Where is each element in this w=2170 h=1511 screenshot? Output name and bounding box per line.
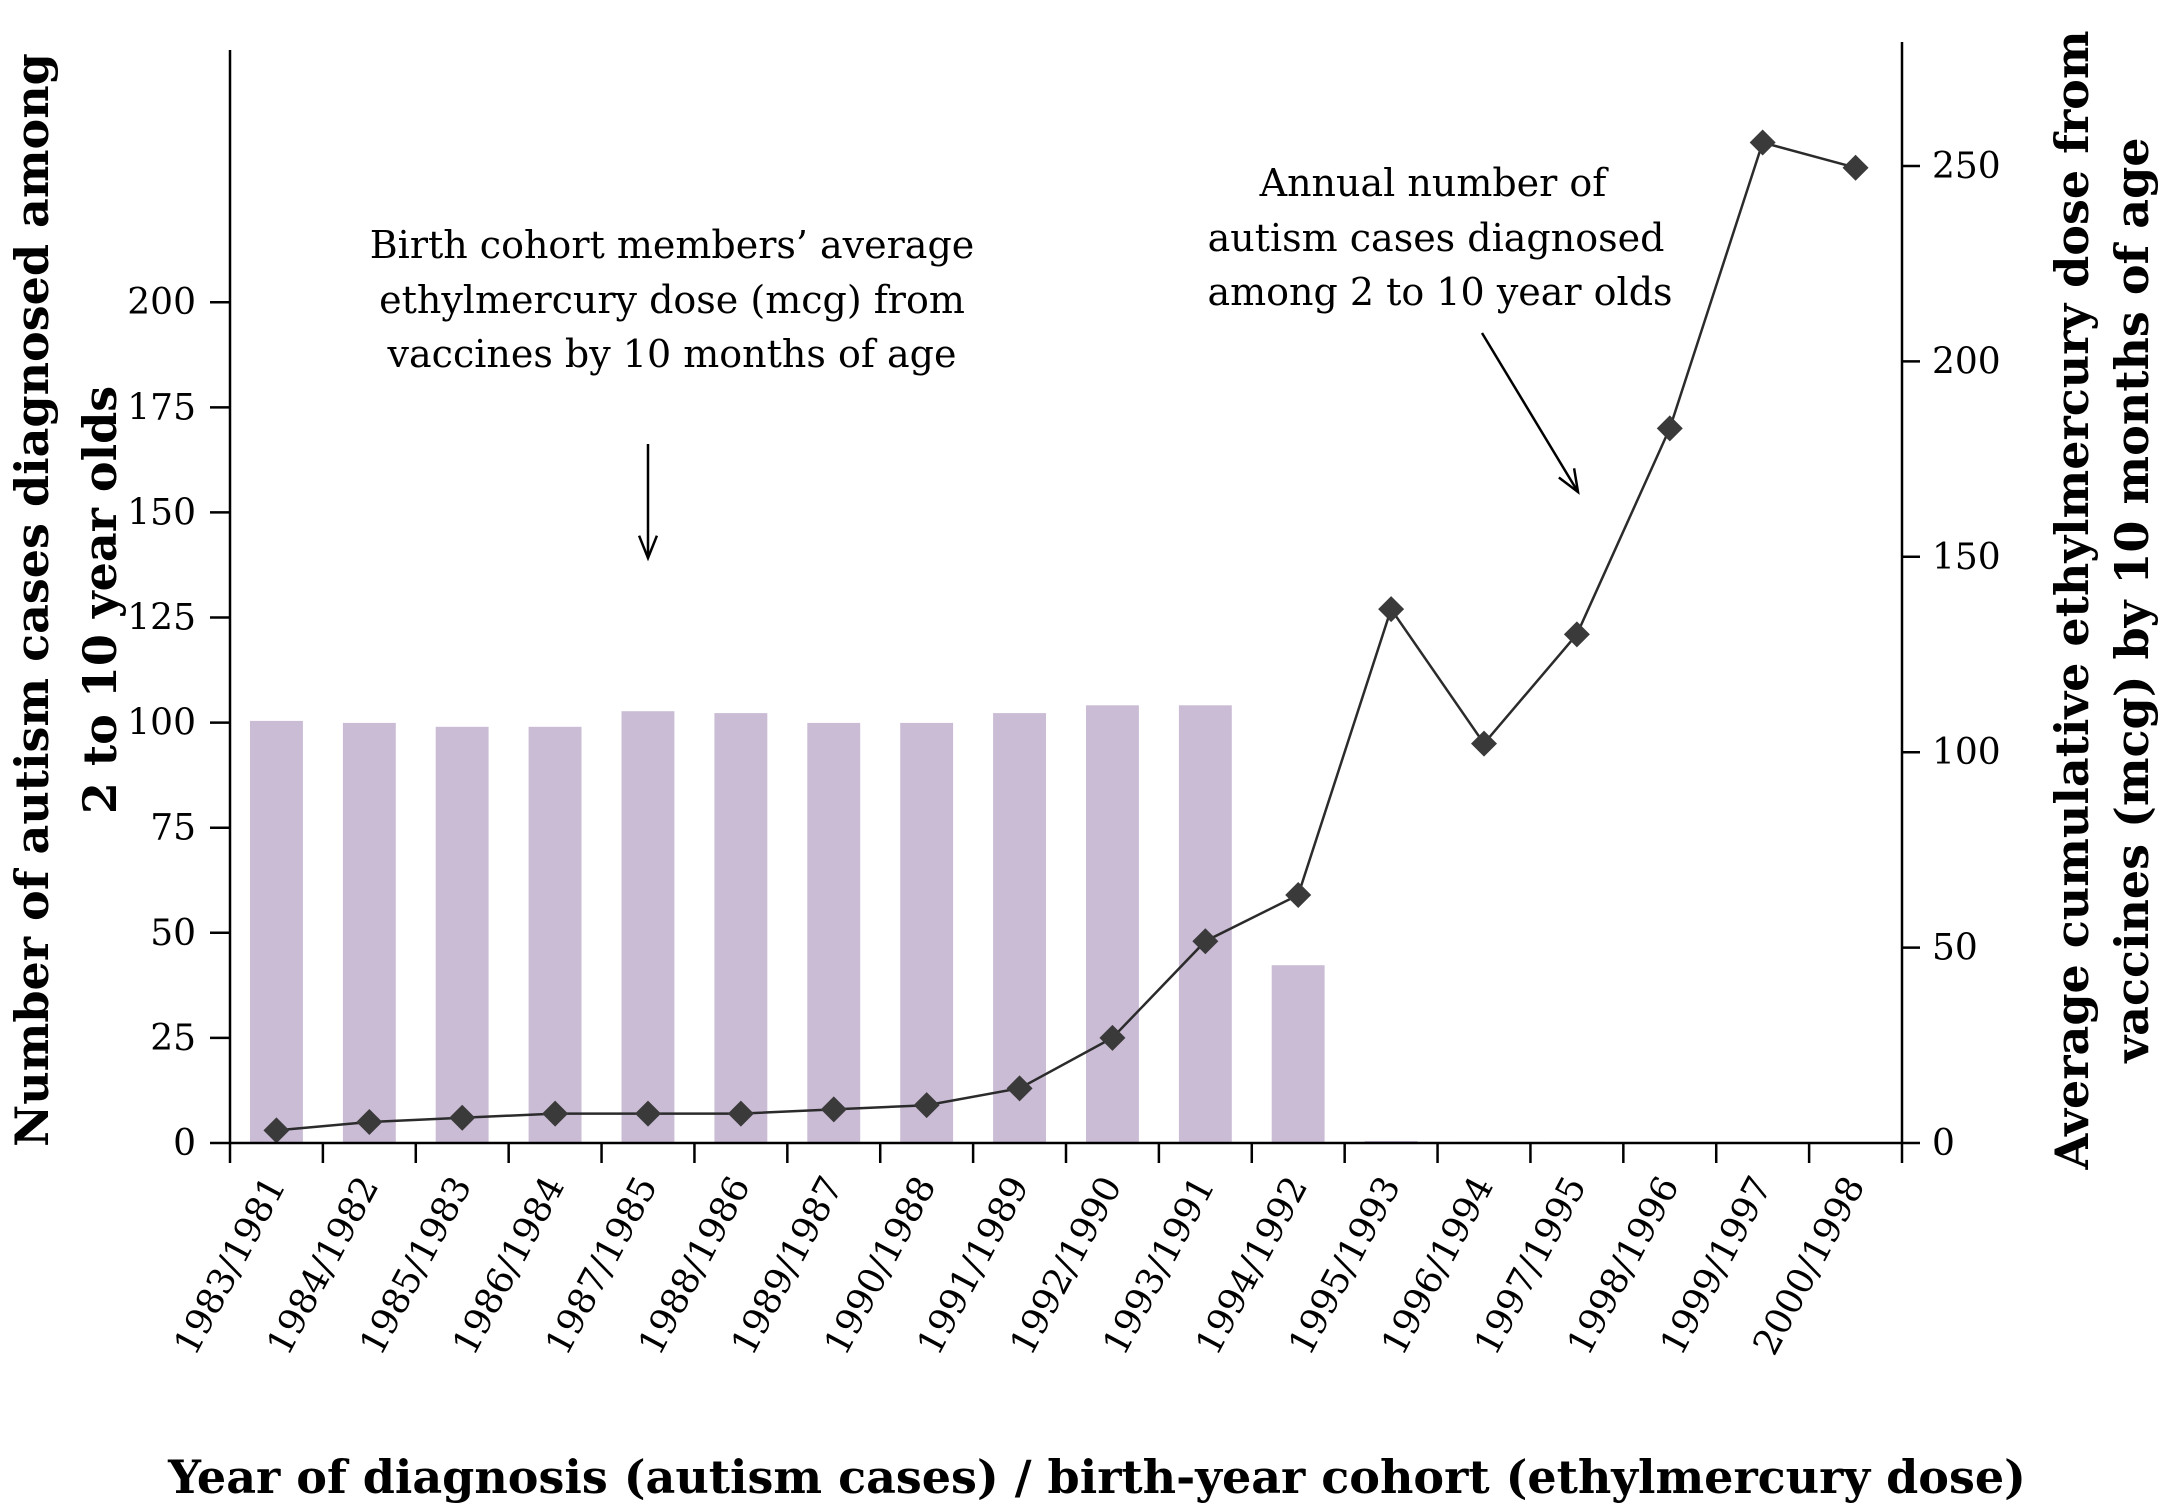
bar-1986-1984 <box>528 726 582 1143</box>
bar-series <box>250 705 1882 1143</box>
left-tick-label-50: 50 <box>150 913 196 954</box>
bar-1993-1991 <box>1178 705 1232 1143</box>
line-series <box>263 129 1869 1144</box>
cases-point-1986-1984 <box>542 1100 569 1127</box>
cases-point-1984-1982 <box>356 1108 383 1135</box>
cases-annotation-line-2: autism cases diagnosed <box>1208 216 1665 260</box>
cases-point-1985-1983 <box>449 1104 476 1131</box>
cases-annotation-line-1: Annual number of <box>1259 161 1610 205</box>
cases-point-1989-1987 <box>820 1096 847 1123</box>
cases-annotation-arrow <box>1480 332 1580 495</box>
cases-line <box>276 140 1856 1132</box>
right-tick-label-150: 150 <box>1932 537 2001 578</box>
cases-point-1987-1985 <box>635 1100 661 1127</box>
dose-annotation-line-3: vaccines by 10 months of age <box>387 332 957 376</box>
dose-annotation-arrow <box>637 444 659 562</box>
cases-point-2000-1998 <box>1842 154 1869 181</box>
cases-point-1993-1991 <box>1192 928 1219 955</box>
cases-annotation-line-3: among 2 to 10 year olds <box>1207 270 1672 314</box>
right-tick-label-100: 100 <box>1932 732 2001 773</box>
cases-annotation-arrow-shaft <box>1480 332 1580 493</box>
left-tick-label-75: 75 <box>150 808 196 849</box>
left-tick-label-125: 125 <box>127 598 196 639</box>
bar-1992-1990 <box>1086 705 1139 1143</box>
cases-point-1995-1993 <box>1378 596 1405 623</box>
bar-1991-1989 <box>993 713 1046 1143</box>
x-axis-title: Year of diagnosis (autism cases) / birth… <box>167 1450 2026 1504</box>
right-tick-label-50: 50 <box>1932 928 1978 969</box>
left-axis-title-line-1: Number of autism cases diagnosed among <box>5 53 59 1147</box>
cases-point-1999-1997 <box>1749 129 1776 156</box>
right-tick-label-200: 200 <box>1932 341 2001 382</box>
cases-point-1991-1989 <box>1006 1075 1033 1102</box>
cases-point-1994-1992 <box>1285 881 1312 908</box>
bar-1983-1981 <box>250 720 303 1143</box>
bar-1994-1992 <box>1271 965 1325 1143</box>
cases-point-1997-1995 <box>1563 621 1590 648</box>
left-tick-label-175: 175 <box>127 387 196 428</box>
cases-point-1983-1981 <box>263 1117 290 1144</box>
right-axis-title-line-1: Average cumulative ethylmercury dose fro… <box>2045 30 2099 1170</box>
bar-1987-1985 <box>621 711 675 1143</box>
right-axis-title-line-2: vaccines (mcg) by 10 months of age <box>2105 137 2159 1063</box>
cases-point-1990-1988 <box>913 1092 940 1119</box>
cases-point-1996-1994 <box>1471 730 1497 757</box>
annotations: Birth cohort members’ average ethylmercur… <box>370 161 1673 562</box>
bar-1990-1988 <box>900 722 954 1143</box>
dose-annotation-line-2: ethylmercury dose (mcg) from <box>379 278 965 322</box>
left-tick-label-25: 25 <box>150 1018 196 1059</box>
cases-point-1988-1986 <box>727 1100 754 1127</box>
bar-1989-1987 <box>807 722 861 1143</box>
axis-labels: Number of autism cases diagnosed among 2 … <box>5 30 2159 1504</box>
cases-annotation-arrow-head <box>1558 468 1580 495</box>
right-tick-label-0: 0 <box>1932 1123 1955 1164</box>
cases-point-1998-1996 <box>1656 415 1683 442</box>
bar-1984-1982 <box>342 722 396 1143</box>
left-tick-label-200: 200 <box>127 282 196 323</box>
left-tick-label-0: 0 <box>173 1123 196 1164</box>
left-tick-label-100: 100 <box>127 703 196 744</box>
cases-point-1992-1990 <box>1099 1024 1126 1051</box>
bar-1985-1983 <box>435 726 489 1143</box>
right-tick-label-250: 250 <box>1932 146 2001 187</box>
bar-1988-1986 <box>714 713 768 1143</box>
dose-annotation-line-1: Birth cohort members’ average <box>370 223 975 267</box>
left-axis-title-line-2: 2 to 10 year olds <box>73 386 127 814</box>
left-tick-label-150: 150 <box>127 492 196 533</box>
dose-annotation-arrow-head <box>637 535 659 562</box>
